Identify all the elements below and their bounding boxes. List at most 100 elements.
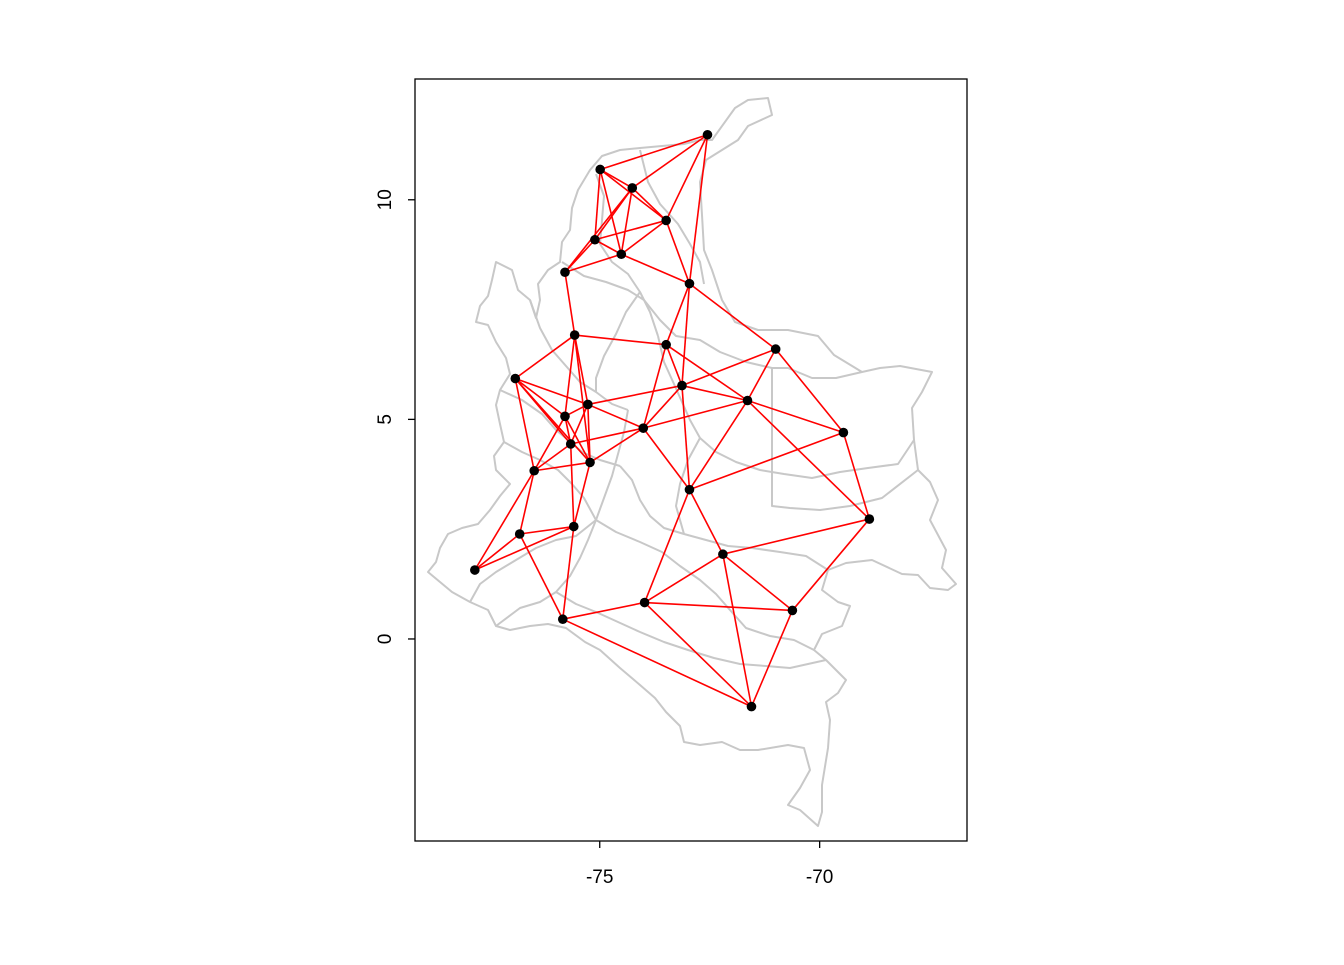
network-edge: [587, 403, 644, 429]
network-edge: [594, 239, 622, 255]
y-tick-label: 5: [375, 414, 396, 425]
network-node: [718, 549, 728, 560]
network-edge: [573, 462, 591, 527]
network-node: [569, 330, 580, 340]
network-node: [661, 215, 671, 226]
network-nodes: [470, 129, 875, 712]
network-edge: [643, 489, 691, 603]
network-edge: [564, 334, 576, 417]
network-edges: [474, 134, 871, 708]
network-edge: [573, 334, 591, 463]
network-edge: [599, 134, 708, 171]
network-node: [661, 339, 671, 350]
boundary-inner-7: [771, 368, 919, 511]
boundary-inner-8: [495, 409, 629, 627]
network-node: [639, 597, 650, 608]
network-edge: [665, 344, 748, 402]
network-edge: [587, 384, 683, 406]
network-edge: [474, 470, 535, 571]
boundary-inner-4: [529, 299, 629, 411]
network-edge: [842, 432, 871, 520]
plot-frame: [414, 78, 968, 842]
network-node: [677, 380, 687, 391]
network-edge: [620, 253, 690, 285]
network-edge: [665, 344, 683, 386]
network-edge: [564, 415, 591, 463]
network-edge: [688, 400, 749, 491]
network-edge: [644, 601, 793, 612]
network-edge: [570, 427, 644, 445]
network-edge: [688, 134, 709, 284]
network-edge: [689, 431, 844, 491]
network-edge: [564, 253, 622, 274]
network-edge: [514, 377, 591, 463]
network-edge: [665, 283, 691, 345]
boundary-inner-3: [639, 149, 705, 285]
network-edge: [514, 334, 576, 380]
network-edge: [569, 443, 575, 527]
network-edge: [644, 601, 753, 708]
network-node: [568, 521, 579, 532]
boundary-inner-11: [555, 591, 827, 669]
network-edge: [642, 427, 691, 491]
network-node: [684, 484, 695, 495]
y-tick-label: 10: [375, 189, 396, 210]
network-edge: [533, 443, 572, 472]
boundary-inner-6: [657, 335, 915, 479]
network-node: [595, 164, 605, 175]
network-edge: [515, 377, 589, 406]
network-edge: [594, 219, 667, 241]
network-edge: [587, 404, 591, 463]
network-edge: [688, 489, 724, 555]
network-node: [770, 344, 781, 354]
network-edge: [775, 348, 845, 434]
network-node: [529, 465, 539, 476]
department-boundaries: [427, 97, 957, 827]
network-edge: [631, 134, 708, 189]
boundary-inner-9: [619, 465, 829, 571]
network-edge: [722, 518, 870, 555]
network-node: [590, 234, 600, 245]
network-node: [565, 439, 576, 449]
network-edge: [791, 518, 870, 611]
network-edge: [534, 461, 591, 472]
network-edge: [665, 134, 709, 221]
network-edge: [746, 348, 777, 401]
network-edge: [599, 169, 623, 255]
network-edge: [599, 168, 667, 222]
network-edge: [642, 344, 667, 429]
network-edge: [564, 187, 633, 273]
network-edge: [681, 283, 691, 386]
network-node: [638, 423, 649, 433]
network-edge: [564, 239, 596, 273]
network-edge: [533, 415, 566, 472]
x-tick-label: -70: [806, 867, 833, 888]
network-edge: [747, 399, 844, 434]
network-node: [470, 565, 480, 575]
network-edge: [589, 427, 644, 464]
network-edge: [599, 168, 633, 189]
network-edge: [594, 169, 601, 240]
network-node: [702, 129, 713, 140]
network-edge: [681, 384, 748, 402]
network-edge: [688, 283, 777, 350]
network-edge: [474, 525, 575, 571]
network-edge: [519, 525, 574, 535]
country-outline: [427, 97, 957, 827]
network-edge: [681, 385, 691, 490]
boundary-inner-13: [503, 441, 597, 521]
network-node: [742, 395, 753, 406]
network-node: [585, 457, 595, 468]
network-node: [560, 411, 570, 422]
network-node: [616, 249, 627, 260]
network-edge: [514, 378, 535, 471]
network-edge: [722, 554, 753, 707]
boundary-inner-1: [561, 261, 863, 379]
network-edge: [569, 404, 589, 445]
network-edge: [474, 533, 521, 571]
y-tick-label: 0: [375, 634, 396, 645]
network-node: [557, 614, 568, 625]
network-edge: [665, 220, 691, 284]
network-edge: [722, 553, 793, 612]
